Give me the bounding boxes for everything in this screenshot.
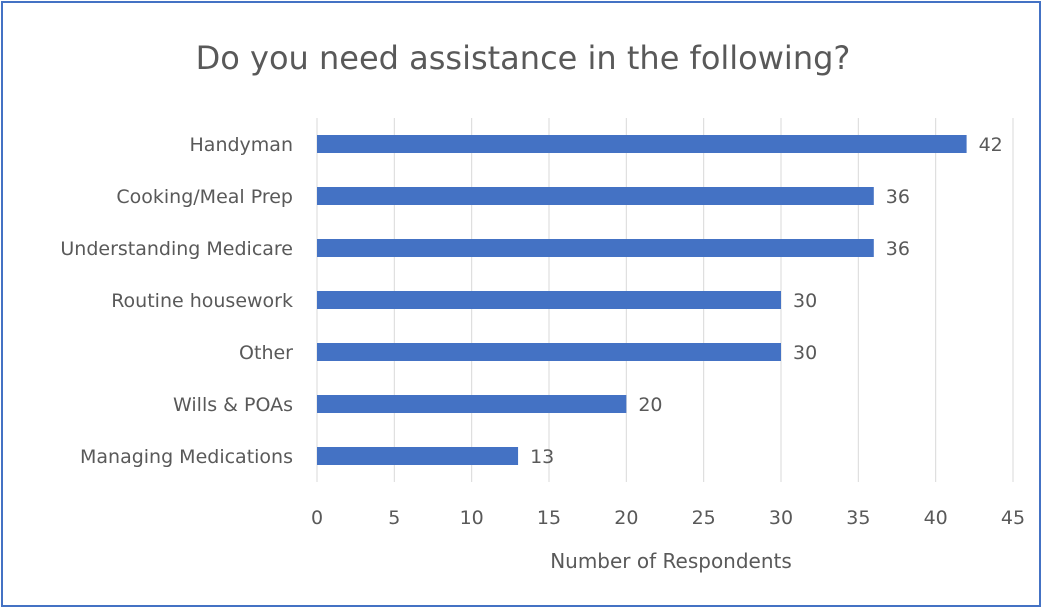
category-label: Cooking/Meal Prep	[116, 186, 293, 208]
x-tick-label: 15	[537, 507, 561, 529]
chart-title: Do you need assistance in the following?	[195, 39, 851, 77]
category-label: Routine housework	[111, 290, 293, 312]
data-label: 36	[886, 186, 910, 208]
data-label: 36	[886, 238, 910, 260]
x-tick-label: 40	[924, 507, 948, 529]
bar	[317, 343, 781, 361]
bar	[317, 135, 967, 153]
x-tick-label: 25	[692, 507, 716, 529]
bar	[317, 239, 874, 257]
x-tick-label: 35	[846, 507, 870, 529]
data-label: 20	[638, 394, 662, 416]
x-tick-label: 45	[1001, 507, 1025, 529]
category-label: Understanding Medicare	[60, 238, 293, 260]
x-axis-title: Number of Respondents	[550, 549, 792, 573]
data-label: 42	[979, 134, 1003, 156]
bar	[317, 447, 519, 465]
x-tick-label: 5	[388, 507, 400, 529]
bar	[317, 395, 627, 413]
x-tick-label: 0	[311, 507, 323, 529]
data-label: 30	[793, 342, 817, 364]
category-label: Managing Medications	[80, 446, 293, 468]
data-label: 30	[793, 290, 817, 312]
category-label: Wills & POAs	[173, 394, 293, 416]
category-label: Handyman	[190, 134, 293, 156]
data-label: 13	[530, 446, 554, 468]
bar	[317, 291, 781, 309]
x-tick-label: 10	[460, 507, 484, 529]
bar	[317, 187, 874, 205]
x-tick-label: 20	[614, 507, 638, 529]
category-label: Other	[239, 342, 293, 364]
x-tick-label: 30	[769, 507, 793, 529]
